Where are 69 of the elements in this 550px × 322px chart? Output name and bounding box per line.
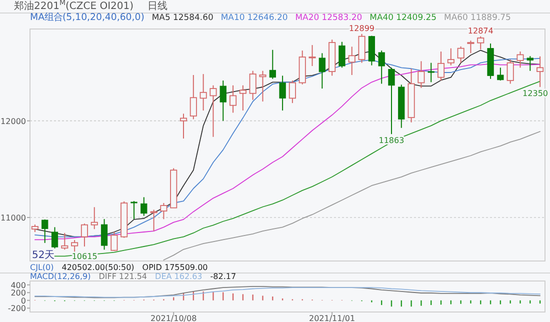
chart-title: 郑油2201$^{M}$(CZCE OI201) bbox=[14, 0, 134, 12]
y-tick-label: 11000 bbox=[0, 214, 26, 222]
candlestick bbox=[338, 41, 346, 68]
candlestick bbox=[269, 49, 276, 80]
candlestick bbox=[140, 196, 148, 216]
y-tick-label: 12000 bbox=[0, 116, 26, 126]
candlestick bbox=[210, 84, 217, 138]
candlestick bbox=[230, 84, 237, 114]
candlestick bbox=[42, 218, 48, 244]
candlestick bbox=[249, 70, 256, 100]
candlestick bbox=[418, 60, 425, 88]
y-tick-label: 0 bbox=[20, 296, 26, 306]
candlestick bbox=[318, 52, 326, 90]
y-tick-label: -200 bbox=[8, 304, 26, 314]
text: OPID 175509.00 bbox=[142, 263, 208, 272]
candlestick bbox=[259, 70, 266, 102]
candlestick bbox=[457, 46, 464, 64]
text: CJL(0) bbox=[30, 263, 54, 272]
annotation: 12350 bbox=[522, 89, 548, 98]
candlestick bbox=[378, 50, 385, 84]
y-tick-label: 200 bbox=[10, 288, 26, 298]
candlestick bbox=[61, 232, 68, 250]
candlestick bbox=[437, 51, 445, 82]
candlestick bbox=[536, 56, 544, 88]
chart-subtitle: 日线 bbox=[148, 0, 168, 12]
text: MA20 12583.20 bbox=[295, 12, 362, 22]
annotation: -82.17 bbox=[210, 272, 236, 281]
text: MA60 11889.75 bbox=[444, 12, 511, 22]
text: MA5 12584.60 bbox=[152, 12, 214, 22]
candlestick bbox=[220, 80, 226, 122]
candlestick bbox=[526, 56, 534, 72]
candlestick bbox=[110, 232, 118, 252]
candlestick bbox=[90, 206, 98, 230]
text: MA40 12409.25 bbox=[370, 12, 437, 22]
series-label: DIFF 121.54 bbox=[98, 272, 148, 281]
candlestick bbox=[447, 48, 454, 66]
x-tick-label: 2021/10/08 bbox=[150, 314, 197, 322]
line-series bbox=[163, 131, 540, 260]
candlestick bbox=[388, 67, 395, 135]
candlestick bbox=[497, 67, 504, 82]
legend-title: MA组合(5,10,20,40,60,0) bbox=[30, 12, 144, 23]
y-tick-label: 400 bbox=[10, 280, 26, 290]
candlestick bbox=[239, 84, 246, 111]
candlestick bbox=[308, 44, 316, 67]
candlestick bbox=[200, 74, 207, 111]
candlestick bbox=[80, 223, 88, 247]
candlestick bbox=[467, 40, 474, 54]
candlestick bbox=[506, 59, 514, 84]
candlestick bbox=[130, 200, 138, 220]
text: 420502.00(50:50) bbox=[62, 263, 134, 272]
candlestick bbox=[516, 51, 524, 68]
candlestick bbox=[428, 62, 434, 83]
annotation: 52天 bbox=[32, 250, 55, 261]
annotation: 12899 bbox=[349, 24, 375, 33]
candlestick bbox=[288, 80, 296, 104]
candlestick bbox=[160, 202, 168, 220]
text: MA10 12646.20 bbox=[220, 12, 288, 22]
candlestick bbox=[279, 75, 286, 111]
candlestick bbox=[100, 218, 108, 250]
candlestick bbox=[358, 33, 366, 64]
x-tick-label: 2021/11/01 bbox=[309, 314, 356, 322]
candlestick bbox=[180, 113, 188, 140]
candlestick bbox=[348, 46, 356, 76]
candlestick bbox=[190, 74, 197, 120]
series-label: DEA 162.63 bbox=[155, 272, 202, 281]
annotation: 12874 bbox=[468, 26, 494, 36]
candlestick bbox=[51, 226, 58, 249]
candlestick bbox=[477, 36, 484, 50]
chart-title: MACD(12,26,9) bbox=[30, 272, 91, 281]
